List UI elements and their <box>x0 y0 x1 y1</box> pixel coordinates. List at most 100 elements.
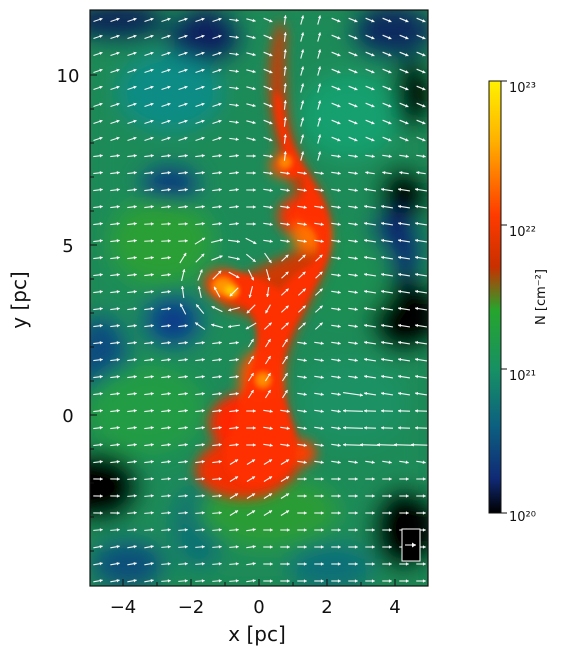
velocity-arrow-head <box>116 154 120 158</box>
velocity-arrow-head <box>201 237 206 241</box>
velocity-arrow-head <box>302 322 306 326</box>
colorbar-axis-label: N [cm⁻²] <box>534 269 549 325</box>
velocity-arrow-head <box>371 154 375 158</box>
velocity-arrow-head <box>252 545 256 549</box>
velocity-arrow-head <box>317 117 322 121</box>
velocity-arrow-head <box>371 87 375 91</box>
velocity-arrow-head <box>229 293 233 297</box>
velocity-arrow-head <box>150 561 154 566</box>
velocity-arrow-head <box>133 119 137 124</box>
velocity-arrow-head <box>320 579 324 583</box>
velocity-arrow-head <box>422 154 426 158</box>
velocity-arrow-head <box>286 188 290 192</box>
velocity-arrow-head <box>167 85 171 90</box>
velocity-arrow-head <box>150 34 154 39</box>
velocity-arrow-head <box>99 341 103 345</box>
velocity-arrow-head <box>364 340 368 345</box>
velocity-arrow-head <box>99 273 103 277</box>
velocity-arrow-head <box>398 238 402 243</box>
velocity-arrow-head <box>286 443 290 447</box>
x-tick-label: 0 <box>253 597 264 618</box>
velocity-arrow-head <box>381 426 384 430</box>
velocity-arrow-head <box>150 494 154 498</box>
velocity-arrow-head <box>99 443 103 447</box>
velocity-arrow-head <box>303 392 307 396</box>
velocity-arrow-head <box>116 426 120 430</box>
velocity-arrow-head <box>150 392 154 396</box>
velocity-arrow-head <box>354 205 358 209</box>
velocity-arrow-head <box>354 121 358 125</box>
velocity-arrow-head <box>303 579 307 583</box>
velocity-arrow-head <box>381 409 384 413</box>
velocity-arrow-head <box>218 85 222 90</box>
velocity-arrow-head <box>197 286 202 290</box>
velocity-arrow-head <box>201 409 205 413</box>
velocity-arrow-head <box>381 187 385 192</box>
velocity-arrow-head <box>285 459 290 463</box>
velocity-arrow-head <box>286 239 290 243</box>
velocity-arrow-head <box>422 19 426 23</box>
velocity-arrow-head <box>364 221 368 226</box>
velocity-arrow-head <box>300 32 305 36</box>
velocity-arrow-head <box>184 222 188 226</box>
velocity-arrow-head <box>337 256 341 260</box>
velocity-arrow-head <box>252 154 256 158</box>
velocity-arrow-head <box>268 476 273 480</box>
velocity-arrow-head <box>364 323 368 328</box>
velocity-arrow-head <box>354 87 358 91</box>
velocity-arrow-head <box>354 154 358 158</box>
velocity-arrow-head <box>167 222 171 226</box>
velocity-arrow-head <box>354 477 358 481</box>
velocity-arrow-head <box>269 19 273 23</box>
velocity-arrow-head <box>337 239 341 243</box>
velocity-arrow-head <box>415 289 419 294</box>
velocity-arrow-head <box>99 477 103 481</box>
velocity-arrow-head <box>252 222 256 226</box>
velocity-arrow-head <box>300 117 305 121</box>
velocity-arrow-head <box>184 426 188 430</box>
velocity-arrow-head <box>381 255 385 260</box>
velocity-arrow-head <box>354 324 358 328</box>
velocity-arrow-head <box>201 460 205 464</box>
velocity-arrow-head <box>235 392 239 396</box>
velocity-arrow-head <box>218 171 222 175</box>
velocity-arrow-head <box>364 426 367 430</box>
velocity-arrow-head <box>381 204 385 209</box>
velocity-arrow-head <box>99 324 103 328</box>
x-tick-label: −4 <box>110 597 137 618</box>
velocity-arrow-head <box>133 460 137 464</box>
velocity-arrow-head <box>405 138 409 142</box>
velocity-arrow-head <box>133 290 137 294</box>
velocity-arrow-head <box>167 511 171 515</box>
velocity-arrow-head <box>184 511 188 515</box>
x-tick-label: −2 <box>178 597 205 618</box>
velocity-arrow-head <box>364 187 368 192</box>
velocity-arrow-head <box>116 511 120 515</box>
velocity-arrow-head <box>116 222 120 226</box>
velocity-arrow-head <box>236 256 240 261</box>
velocity-arrow-head <box>381 357 385 362</box>
velocity-arrow-head <box>283 134 287 138</box>
velocity-arrow-head <box>269 36 273 40</box>
velocity-arrow-head <box>116 171 120 175</box>
velocity-arrow-head <box>116 358 120 362</box>
velocity-arrow-head <box>235 137 239 141</box>
velocity-arrow-head <box>300 15 305 19</box>
velocity-arrow-head <box>195 322 199 326</box>
velocity-arrow-head <box>201 119 205 124</box>
velocity-arrow-head <box>354 171 358 175</box>
velocity-arrow-head <box>269 70 273 74</box>
velocity-arrow-head <box>269 188 273 192</box>
velocity-arrow-head <box>252 86 256 91</box>
velocity-arrow-head <box>167 154 171 158</box>
velocity-arrow-head <box>354 494 358 498</box>
velocity-arrow-head <box>268 322 272 326</box>
velocity-arrow-head <box>398 357 402 362</box>
velocity-arrow-head <box>116 528 120 532</box>
x-axis: −4 −2 0 2 4 x [pc] <box>110 579 401 646</box>
velocity-arrow-head <box>133 324 137 328</box>
velocity-arrow-head <box>337 545 341 549</box>
velocity-arrow-head <box>371 545 375 549</box>
velocity-arrow-head <box>167 409 171 413</box>
velocity-arrow-head <box>99 85 103 90</box>
